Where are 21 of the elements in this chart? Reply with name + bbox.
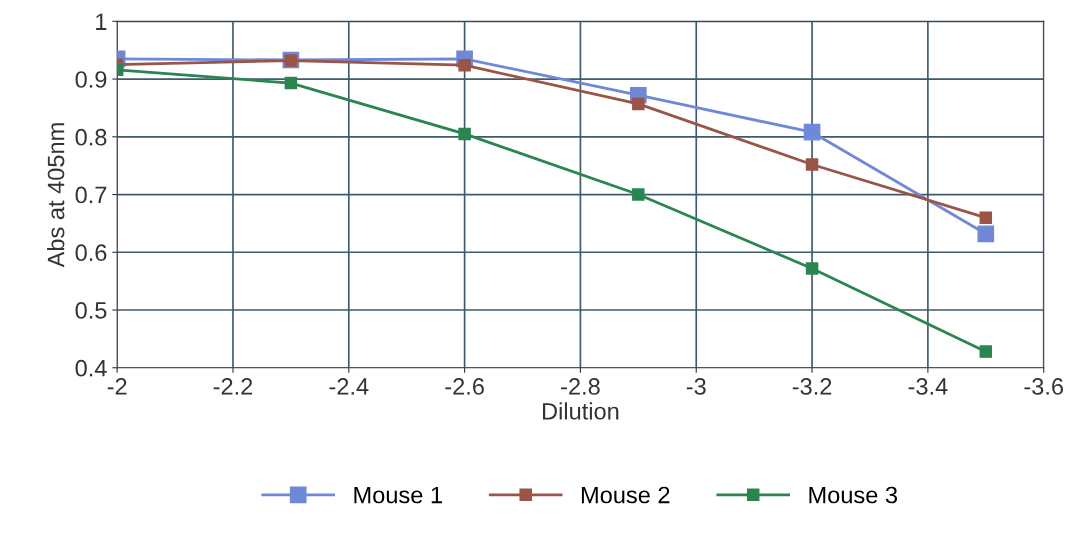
- x-tick-label: -2.8: [561, 378, 600, 395]
- y-tick-label: 0.9: [75, 71, 107, 88]
- y-axis-title: Abs at 405nm: [47, 123, 65, 268]
- x-tick-label: -3.4: [908, 378, 948, 395]
- y-tick-label: 0.7: [75, 186, 107, 204]
- legend-label: Mouse 1: [354, 486, 442, 504]
- y-tick-label: 0.8: [75, 128, 107, 146]
- x-tick-label: -2.2: [213, 378, 253, 395]
- x-tick-label: -2.4: [329, 378, 369, 395]
- x-tick-label: -3.2: [792, 378, 832, 395]
- x-tick-label: -2.6: [445, 378, 484, 395]
- y-tick-label: 1: [96, 13, 107, 30]
- legend-label: Mouse 3: [809, 486, 898, 504]
- x-tick-label: -3.6: [1024, 378, 1064, 395]
- x-axis-title: Dilution: [542, 402, 619, 420]
- y-tick-label: 0.5: [75, 302, 107, 319]
- x-tick-label: -3: [686, 378, 706, 395]
- legend-label: Mouse 2: [581, 486, 670, 504]
- x-tick-label: -2: [107, 378, 127, 395]
- y-tick-label: 0.6: [75, 244, 107, 262]
- y-tick-label: 0.4: [75, 359, 107, 377]
